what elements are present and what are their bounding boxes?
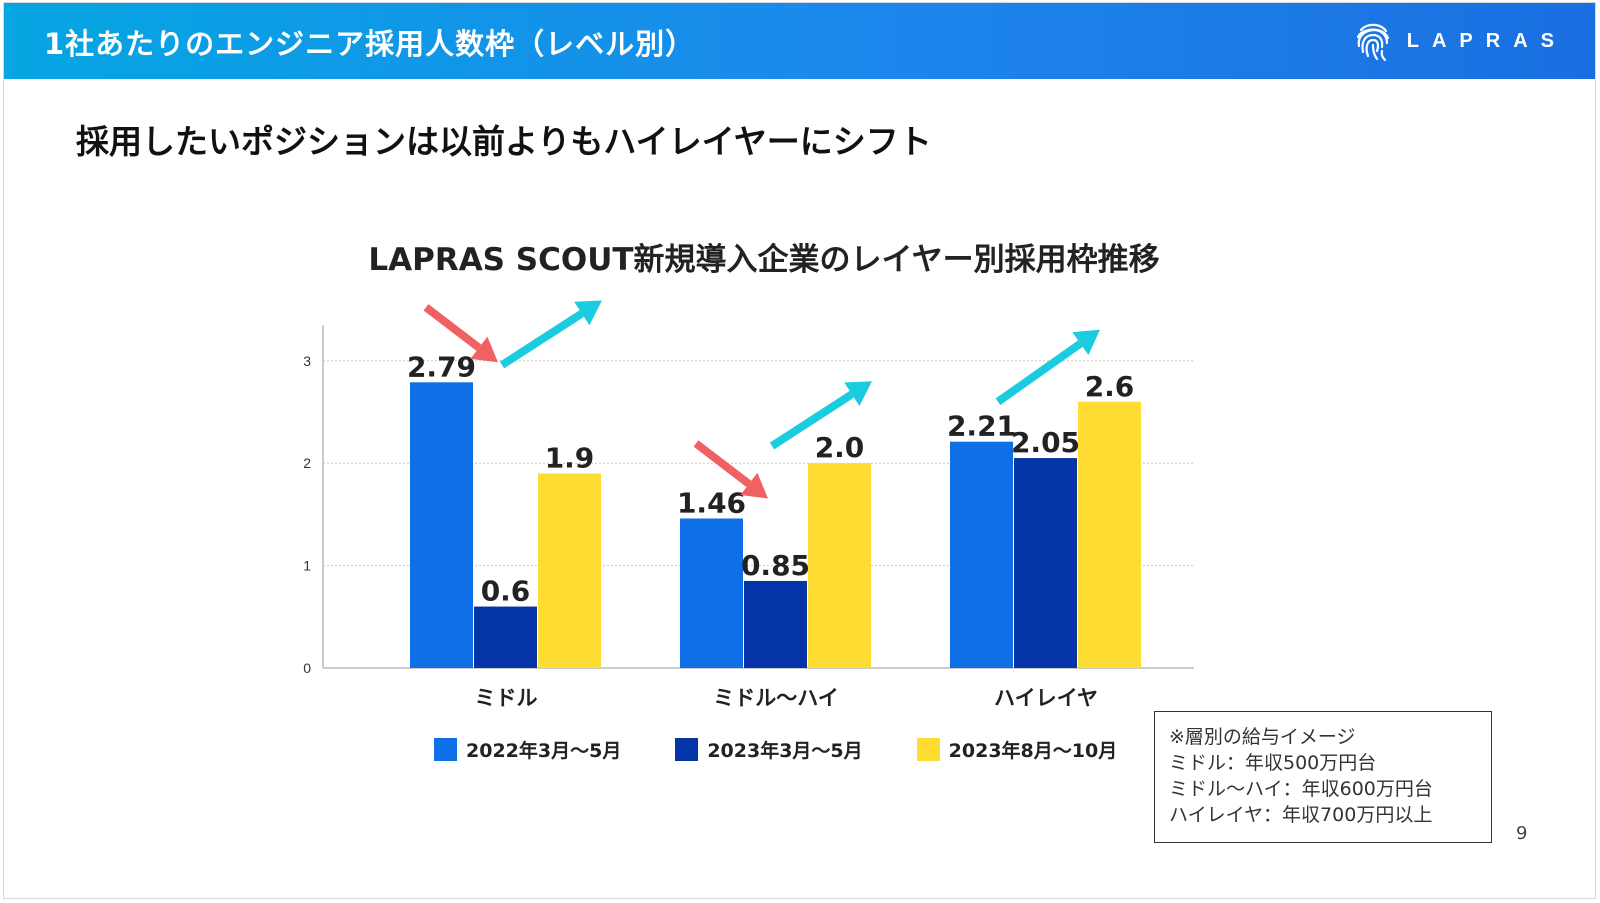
fingerprint-icon [1353,20,1393,62]
data-label: 1.46 [677,486,746,519]
bar [680,518,743,668]
legend-swatch [916,738,940,761]
legend-item-2023-mar-may: 2023年3月〜5月 [675,736,863,763]
y-tick-label: 2 [303,455,311,471]
note-heading: ※層別の給与イメージ [1169,726,1356,748]
x-category-label: ミドル [475,686,538,710]
bar [474,606,537,668]
legend-label: 2022年3月〜5月 [466,740,622,762]
salary-note-box: ※層別の給与イメージ ミドル：年収500万円台 ミドル〜ハイ：年収600万円台 … [1154,711,1492,843]
legend-label: 2023年3月〜5月 [707,740,863,762]
bar [744,580,807,668]
legend-label: 2023年8月〜10月 [948,740,1118,762]
slide-subtitle: 採用したいポジションは以前よりもハイレイヤーにシフト [76,122,932,161]
legend-item-2023-aug-oct: 2023年8月〜10月 [916,736,1118,763]
x-category-label: ミドル〜ハイ [713,686,839,710]
logo-text: LAPRAS [1406,29,1567,52]
up-arrow-head [574,300,602,326]
data-label: 1.9 [545,441,595,474]
bar [410,382,473,668]
bar [808,463,871,668]
down-arrow-shaft [693,440,752,488]
legend-swatch [675,738,699,761]
up-arrow-head [1072,329,1100,356]
bar [538,473,601,668]
header-bar: 1社あたりのエンジニア採用人数枠（レベル別） LAPRAS [4,3,1595,79]
bar [950,441,1013,668]
bar [1014,458,1077,668]
down-arrow-head [740,472,768,499]
slide: 1社あたりのエンジニア採用人数枠（レベル別） LAPRAS 採用し [3,2,1596,899]
data-label: 0.6 [481,575,531,608]
data-label: 2.05 [1011,426,1080,459]
data-label: 2.79 [407,350,476,383]
down-arrow-head [470,336,498,363]
up-arrow-shaft [995,340,1083,405]
data-label: 2.0 [815,431,865,464]
note-line-middle: ミドル：年収500万円台 [1169,752,1377,774]
x-category-label: ハイレイヤ [994,686,1098,710]
data-label: 2.6 [1085,370,1135,403]
slide-title: 1社あたりのエンジニア採用人数枠（レベル別） [44,27,696,61]
page-number: 9 [1516,823,1528,844]
note-line-middle-high: ミドル〜ハイ：年収600万円台 [1169,778,1433,800]
up-arrow-shaft [769,390,855,450]
legend-item-2022-mar-may: 2022年3月〜5月 [434,736,621,763]
bar [1078,401,1141,668]
up-arrow-shaft [499,310,585,369]
lapras-logo: LAPRAS [1353,19,1567,63]
data-label: 2.21 [947,410,1016,443]
y-tick-label: 0 [303,660,311,676]
legend-swatch [434,738,457,761]
data-label: 0.85 [741,549,810,582]
chart-legend: 2022年3月〜5月 2023年3月〜5月 2023年8月〜10月 [434,736,1171,763]
up-arrow-head [844,381,872,407]
note-line-high-layer: ハイレイヤ：年収700万円以上 [1169,804,1433,826]
chart-title: LAPRAS SCOUT新規導入企業のレイヤー別採用枠推移 [368,242,1160,278]
y-tick-label: 1 [303,558,311,574]
y-tick-label: 3 [303,353,311,369]
down-arrow-shaft [423,304,482,351]
